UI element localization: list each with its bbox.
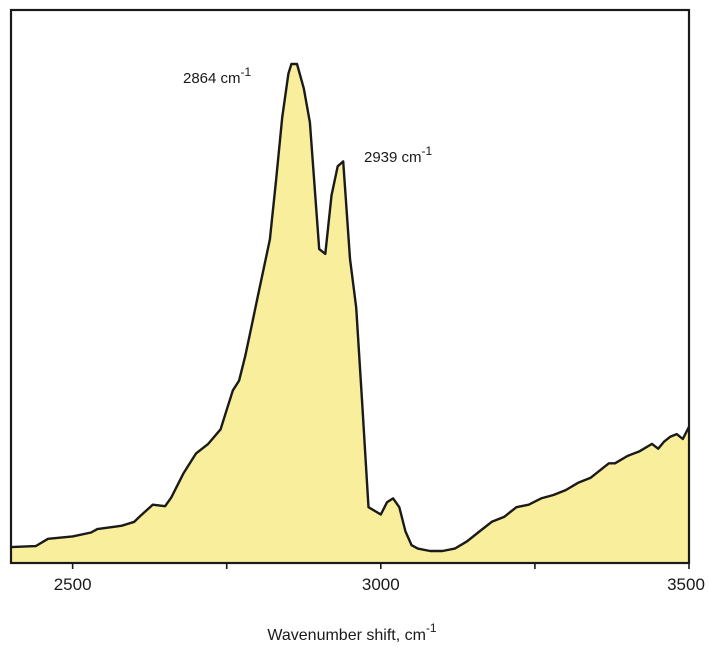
x-axis-label: Wavenumber shift, cm-1 [267, 621, 437, 644]
x-axis-tick-labels: 2500 3000 3500 [54, 575, 705, 594]
peak-annotation-text: 2864 cm [183, 70, 241, 87]
peak-annotation-text: 2939 cm [364, 149, 422, 166]
peak-annotation-superscript: -1 [422, 144, 433, 158]
x-tick-label: 2500 [54, 575, 92, 594]
x-axis-ticks [71, 563, 690, 569]
peak-annotation-superscript: -1 [241, 65, 252, 79]
spectrum-area-fill [11, 64, 689, 563]
spectrum-line [10, 62, 691, 553]
x-axis-label-text: Wavenumber shift, cm [267, 627, 426, 644]
x-tick-label: 3000 [362, 575, 400, 594]
peak-annotation: 2939 cm-1 [364, 144, 433, 166]
plot-frame [9, 8, 691, 565]
peak-annotation: 2864 cm-1 [183, 65, 252, 87]
x-axis-label-superscript: -1 [426, 621, 437, 635]
x-tick-label: 3500 [667, 575, 705, 594]
